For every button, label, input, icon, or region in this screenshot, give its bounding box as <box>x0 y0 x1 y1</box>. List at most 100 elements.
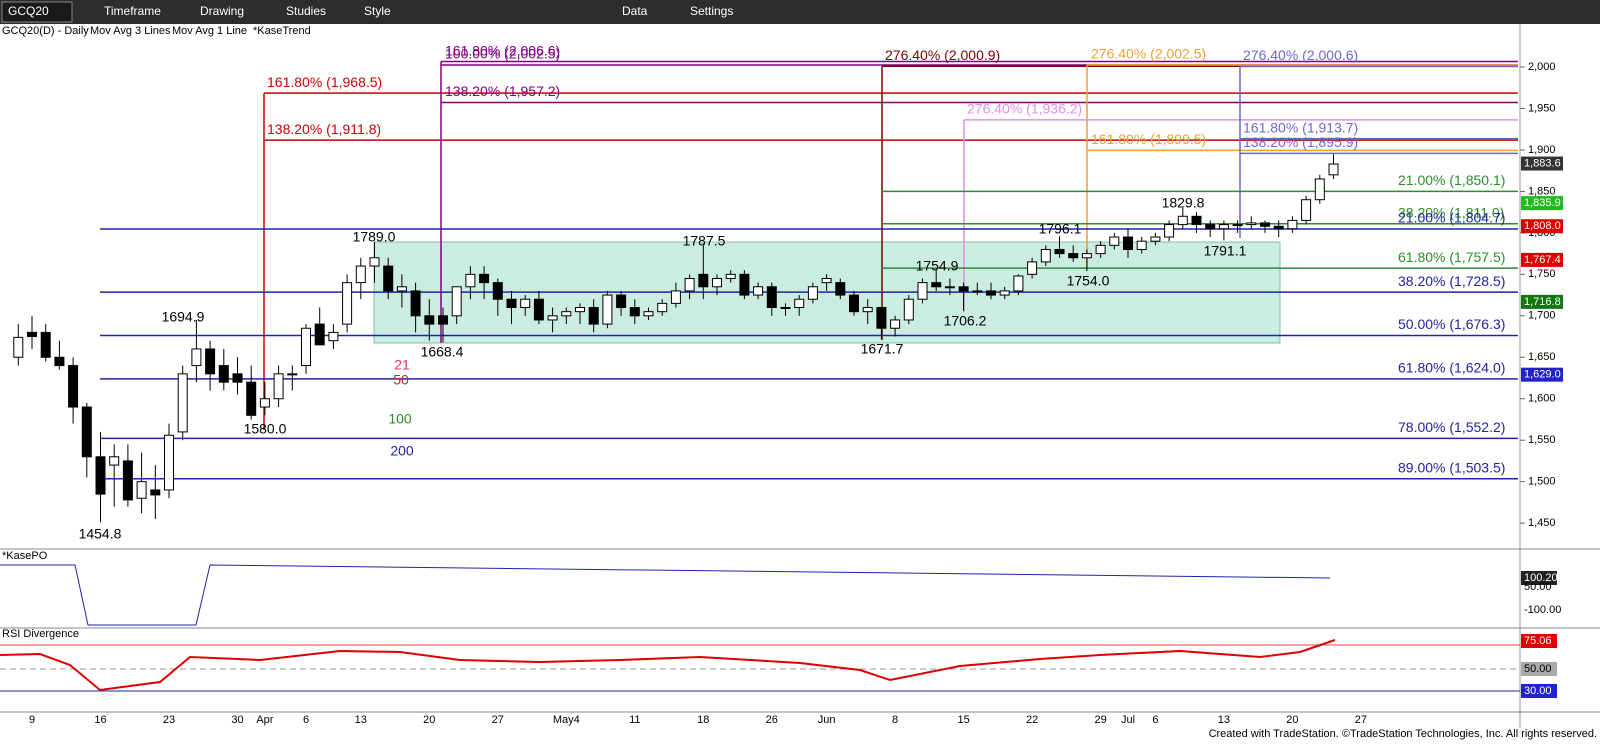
kasepo-line <box>0 564 1331 626</box>
x-tick-label: 26 <box>766 714 778 726</box>
fib-label: 38.20% (1,728.5) <box>1398 273 1505 289</box>
candle-body <box>27 331 37 338</box>
fib-label: 276.40% (2,000.9) <box>885 47 1000 63</box>
price-tag <box>1521 252 1563 267</box>
toolbar-button[interactable]: Style <box>364 4 391 18</box>
swing-label: 1671.7 <box>861 341 904 357</box>
candle-body <box>753 286 764 296</box>
candle-body <box>1301 199 1312 221</box>
candle-body <box>246 381 257 416</box>
panel-tag <box>1521 684 1557 698</box>
candle-body <box>191 348 202 367</box>
candle-body <box>643 311 654 317</box>
ma-label: 200 <box>390 443 414 459</box>
candle-body <box>205 348 216 375</box>
fib-label: 21.00% (1,804.7) <box>1398 210 1505 226</box>
swing-label: 1796.1 <box>1039 221 1082 237</box>
candle-body <box>821 277 832 284</box>
toolbar-button[interactable]: Studies <box>286 4 326 18</box>
study-label: *KaseTrend <box>253 25 311 37</box>
rsi-line <box>0 639 1336 692</box>
candle-body <box>684 277 695 292</box>
candle-body <box>1287 219 1298 230</box>
x-tick-label: 9 <box>29 714 35 726</box>
candle-body <box>164 434 174 491</box>
candle-body <box>999 290 1010 296</box>
candle-body <box>396 286 407 292</box>
ma-label: 100 <box>388 411 412 427</box>
panel-tag <box>1521 662 1557 676</box>
candle-body <box>629 307 640 317</box>
candle-body <box>903 298 914 321</box>
candle-body <box>780 307 791 310</box>
candle-body <box>232 373 243 383</box>
candle-body <box>547 315 558 321</box>
candle-body <box>890 319 901 329</box>
toolbar-button[interactable]: Timeframe <box>104 4 161 18</box>
candle-body <box>712 277 722 288</box>
candle-body <box>1054 248 1065 255</box>
x-tick-label: 20 <box>423 714 435 726</box>
x-tick-label: 16 <box>94 714 106 726</box>
candle-body <box>657 302 668 313</box>
fib-label: 138.20% (1,911.8) <box>267 121 381 137</box>
toolbar-button[interactable]: Drawing <box>200 4 244 18</box>
fib-label: 276.40% (1,936.2) <box>967 101 1082 117</box>
y-tick-label: 1,600 <box>1528 393 1556 405</box>
y-tick-label: 1,950 <box>1528 102 1556 114</box>
candle-body <box>972 290 983 293</box>
fib-label: 276.40% (2,000.6) <box>1243 47 1358 63</box>
panel-label: 30.00 <box>1524 685 1552 697</box>
candle-body <box>1273 225 1284 230</box>
panel-label: 75.06 <box>1524 635 1552 647</box>
panel-label: 50.00 <box>1524 581 1552 593</box>
toolbar-button[interactable]: Settings <box>690 4 733 18</box>
fib-label: 61.80% (1,624.0) <box>1398 360 1505 376</box>
swing-label: 1791.1 <box>1204 243 1247 259</box>
y-tick-label: 1,450 <box>1528 517 1556 529</box>
toolbar-button[interactable]: Data <box>622 4 648 18</box>
candle-body <box>383 265 394 292</box>
candle-body <box>95 456 106 495</box>
candle-body <box>68 365 79 408</box>
fib-label: 138.20% (1,895.9) <box>1243 134 1358 150</box>
swing-label: 1754.0 <box>1067 273 1110 289</box>
candle-body <box>1260 222 1270 227</box>
x-tick-label: 11 <box>629 714 640 726</box>
price-tag-label: 1,629.0 <box>1524 369 1561 381</box>
y-tick-label: 1,500 <box>1528 476 1556 488</box>
candle-body <box>520 298 531 309</box>
candle-body <box>1081 253 1092 259</box>
candle-body <box>835 282 846 296</box>
fib-label: 21.00% (1,850.1) <box>1398 172 1505 188</box>
swing-label: 1829.8 <box>1162 195 1205 211</box>
candle-body <box>81 406 92 458</box>
x-tick-label: 30 <box>231 714 243 726</box>
candle-body <box>944 286 955 289</box>
candle-body <box>424 315 435 325</box>
x-tick-label: Apr <box>256 714 273 726</box>
panel-label: 50.00 <box>1524 663 1552 675</box>
candle-body <box>561 311 572 317</box>
study-label: Mov Avg 3 Lines <box>90 25 171 37</box>
y-tick-label: 1,700 <box>1528 310 1556 322</box>
candle-body <box>218 365 229 383</box>
x-tick-label: 23 <box>163 714 175 726</box>
symbol[interactable]: GCQ20 <box>8 4 49 18</box>
price-tag <box>1521 219 1563 234</box>
candle-body <box>1150 236 1161 242</box>
swing-label: 1706.2 <box>944 313 987 329</box>
x-tick-label: 22 <box>1026 714 1038 726</box>
candle-body <box>1328 163 1339 176</box>
ma-label: 21 <box>394 357 410 373</box>
candle-body <box>479 273 490 284</box>
y-tick-label: 2,000 <box>1528 61 1556 73</box>
candle-body <box>13 336 24 358</box>
swing-label: 1787.5 <box>683 233 726 249</box>
price-tag <box>1521 196 1563 211</box>
candle-body <box>1095 244 1106 255</box>
candle-body <box>602 294 613 325</box>
symbol-box[interactable] <box>1 1 73 23</box>
candle-body <box>1136 240 1147 250</box>
swing-label: 1754.9 <box>916 258 959 274</box>
